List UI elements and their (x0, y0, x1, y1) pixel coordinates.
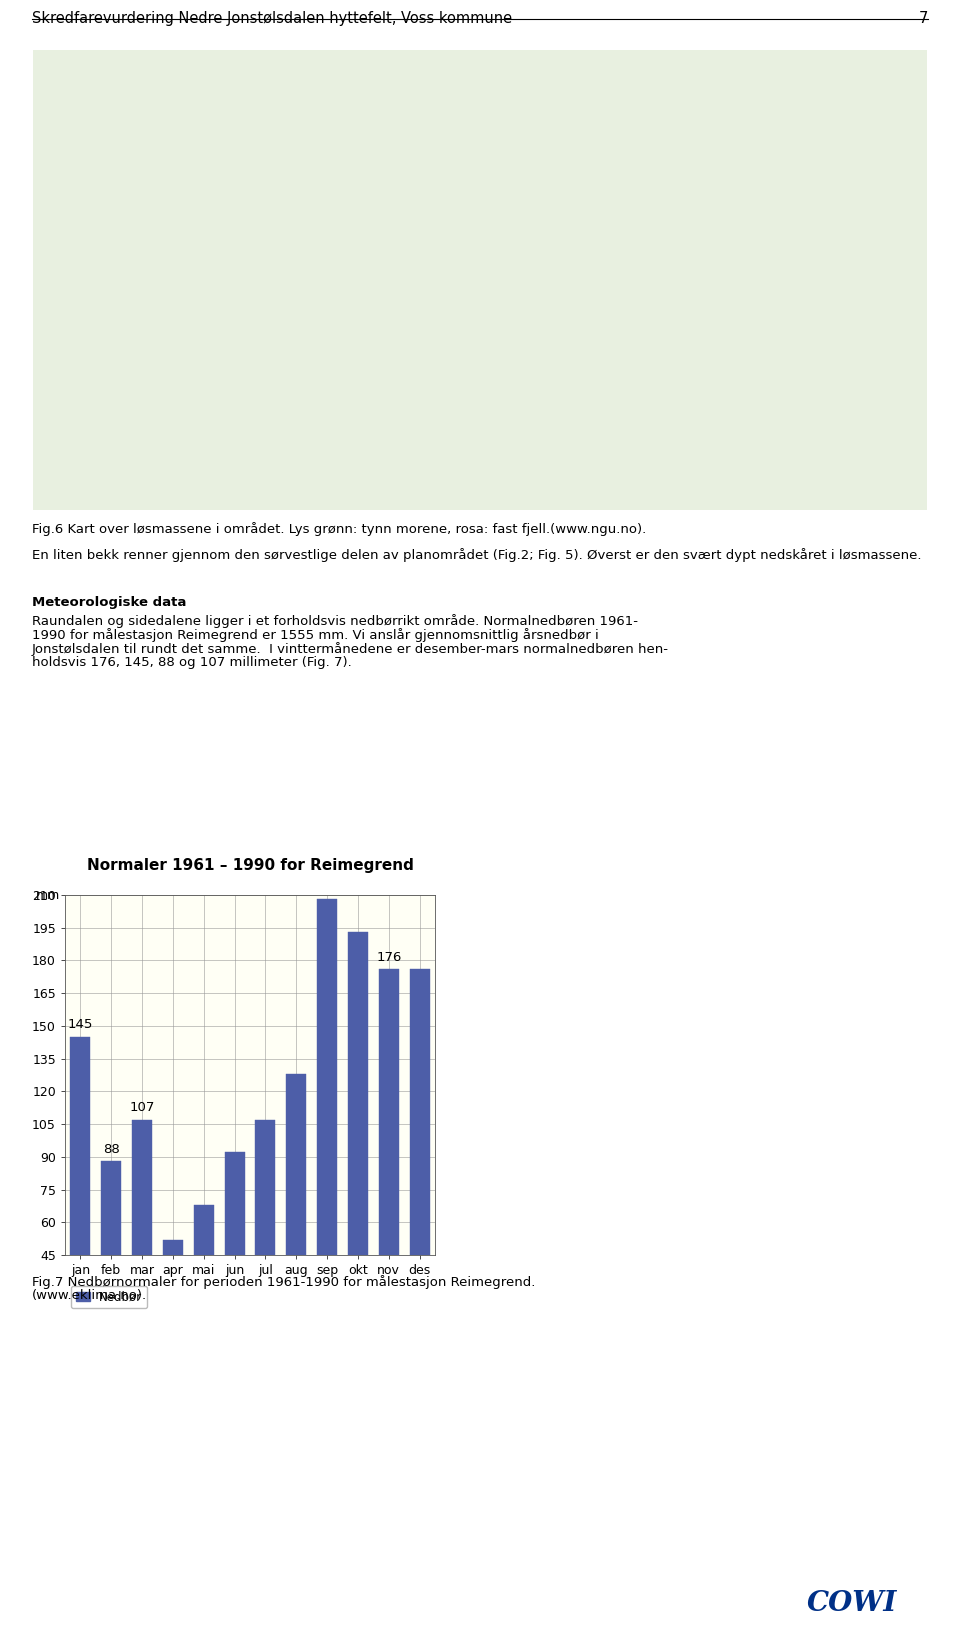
Bar (163, 1240, 183, 1354)
Legend: Nedbør: Nedbør (71, 1286, 147, 1308)
Text: (www.eklima.no).: (www.eklima.no). (32, 1290, 147, 1301)
Text: Jonstølsdalen til rundt det samme.  I vinttermånedene er desember-mars normalned: Jonstølsdalen til rundt det samme. I vin… (32, 642, 669, 656)
Bar (132, 1120, 152, 1354)
Text: 1990 for målestasjon Reimegrend er 1555 mm. Vi anslår gjennomsnittlig årsnedbør : 1990 for målestasjon Reimegrend er 1555 … (32, 628, 598, 642)
Text: Meteorologiske data: Meteorologiske data (32, 595, 186, 609)
Text: Fig.6 Kart over løsmassene i området. Lys grønn: tynn morene, rosa: fast fjell.(: Fig.6 Kart over løsmassene i området. Ly… (32, 521, 646, 536)
Text: 7: 7 (919, 10, 928, 26)
Bar (286, 1074, 306, 1354)
Text: 107: 107 (130, 1101, 155, 1114)
Text: 145: 145 (68, 1018, 93, 1031)
Text: Raundalen og sidedalene ligger i et forholdsvis nedbørrikt område. Normalnedbøre: Raundalen og sidedalene ligger i et forh… (32, 614, 637, 628)
Bar (194, 1204, 214, 1354)
Bar (101, 1161, 121, 1354)
Text: 88: 88 (103, 1143, 120, 1156)
Text: mm: mm (36, 888, 60, 901)
Text: COWI: COWI (807, 1591, 898, 1617)
Bar (410, 969, 430, 1354)
Bar (379, 969, 398, 1354)
Text: holdsvis 176, 145, 88 og 107 millimeter (Fig. 7).: holdsvis 176, 145, 88 og 107 millimeter … (32, 656, 351, 670)
Text: Fig.7 Nedbørnormaler for perioden 1961-1990 for målestasjon Reimegrend.: Fig.7 Nedbørnormaler for perioden 1961-1… (32, 1275, 535, 1290)
Text: En liten bekk renner gjennom den sørvestlige delen av planområdet (Fig.2; Fig. 5: En liten bekk renner gjennom den sørvest… (32, 548, 922, 563)
Bar (255, 1120, 276, 1354)
Bar (317, 900, 337, 1354)
Bar (70, 1036, 90, 1354)
Text: Normaler 1961 – 1990 for Reimegrend: Normaler 1961 – 1990 for Reimegrend (86, 859, 414, 873)
Bar (348, 933, 368, 1354)
Bar (225, 1153, 245, 1354)
Text: Skredfarevurdering Nedre Jonstølsdalen hyttefelt, Voss kommune: Skredfarevurdering Nedre Jonstølsdalen h… (32, 10, 512, 26)
Text: 176: 176 (376, 951, 401, 964)
